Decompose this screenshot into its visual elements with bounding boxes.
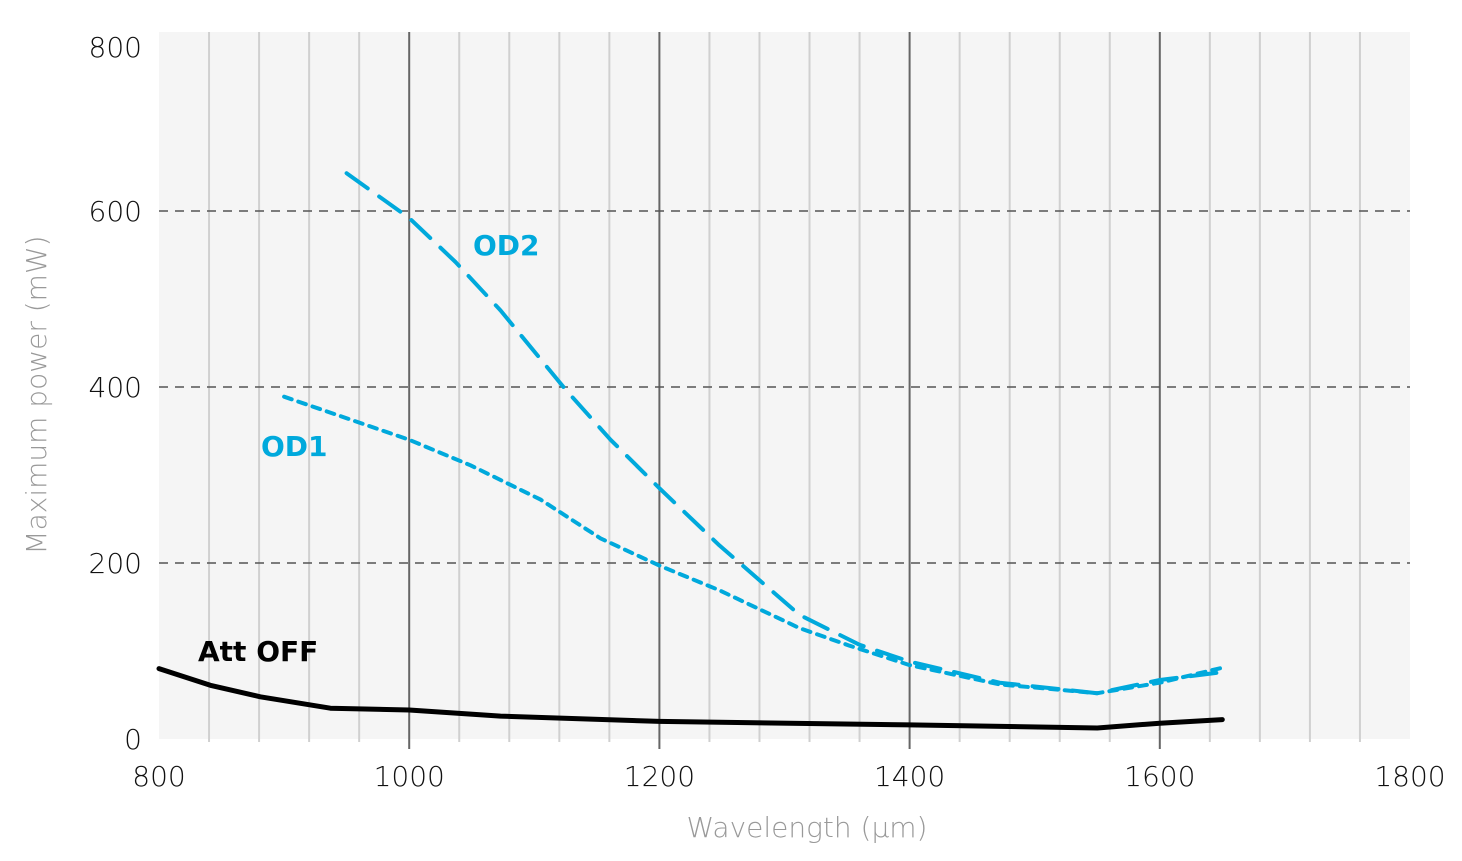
x-tick-label: 1400 (874, 760, 945, 793)
series-label-od2: OD2 (473, 229, 540, 262)
y-tick-label: 0 (124, 723, 142, 756)
y-tick-label: 800 (89, 31, 142, 64)
x-tick-label: 1800 (1374, 760, 1445, 793)
series-line-od2 (344, 171, 1225, 696)
series-group (156, 171, 1225, 731)
grid (159, 32, 1410, 749)
y-tick-label: 600 (89, 195, 142, 228)
series-line-att-off (156, 666, 1225, 731)
x-tick-label: 1600 (1124, 760, 1195, 793)
plot-background (159, 32, 1410, 739)
x-tick-label: 800 (132, 760, 185, 793)
series-line-od1 (282, 394, 1225, 696)
series-label-att-off: Att OFF (198, 635, 318, 668)
tick-labels: 800 1000 1200 1400 1600 1800 0 200 400 600 800 (89, 31, 1446, 793)
y-tick-label: 200 (89, 547, 142, 580)
x-axis-label: Wavelength (µm) (687, 811, 928, 844)
x-tick-label: 1000 (374, 760, 445, 793)
series-label-od1: OD1 (261, 430, 328, 463)
y-axis-label: Maximum power (mW) (20, 235, 53, 554)
x-tick-label: 1200 (624, 760, 695, 793)
y-tick-label: 400 (89, 371, 142, 404)
